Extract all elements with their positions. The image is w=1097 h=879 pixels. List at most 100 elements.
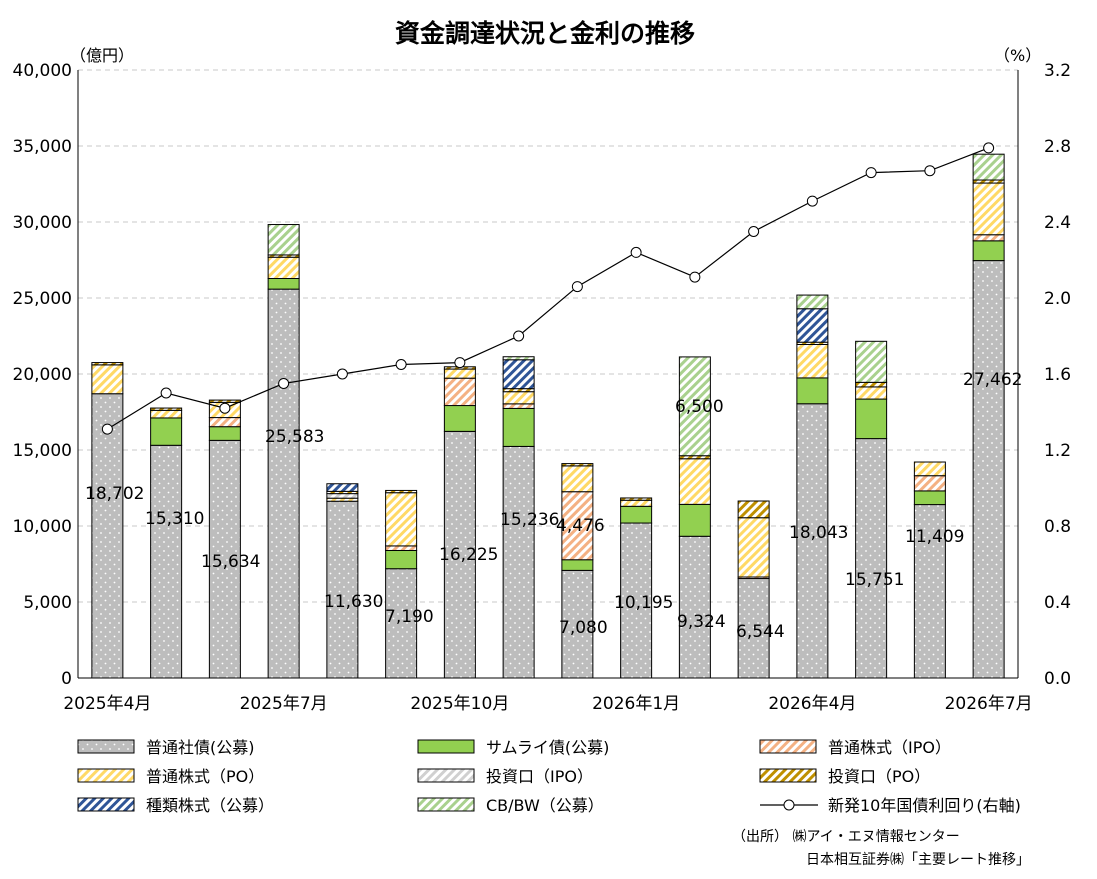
bar-segment <box>208 417 241 428</box>
bar-segment <box>678 458 711 505</box>
legend-label: 投資口（PO） <box>828 767 930 786</box>
legend-marker-swatch <box>783 799 795 811</box>
chart-title: 資金調達状況と金利の推移 <box>395 19 695 48</box>
bar-segment <box>502 445 535 679</box>
yield-line <box>101 142 995 435</box>
x-tick-label: 2026年7月 <box>945 694 1033 714</box>
yield-point <box>160 387 172 399</box>
legend-label: 普通株式（PO） <box>146 767 264 786</box>
right-tick-label: 2.4 <box>1044 213 1071 233</box>
bar-segment <box>502 391 535 405</box>
yield-point <box>748 226 760 237</box>
bar-segment <box>737 517 770 578</box>
axes: 資金調達状況と金利の推移 （億円） （%） 0 5,000 10,000 15,000… <box>13 19 1072 714</box>
x-tick-label: 2025年7月 <box>240 694 328 714</box>
left-tick-label: 35,000 <box>13 137 72 157</box>
bar-segment <box>678 503 711 537</box>
bar-segment <box>326 500 359 679</box>
right-tick-label: 0.8 <box>1044 517 1071 537</box>
bar-segment <box>561 465 594 493</box>
bar-segment <box>208 426 241 441</box>
bar-segment <box>913 475 946 492</box>
yield-point <box>395 359 407 370</box>
legend-swatch <box>417 797 475 812</box>
legend-swatch <box>77 768 135 783</box>
yield-point <box>219 402 231 414</box>
right-tick-label: 1.2 <box>1044 441 1071 461</box>
left-tick-label: 20,000 <box>13 365 72 385</box>
yield-point <box>101 423 113 435</box>
bar-segment <box>91 364 124 395</box>
right-tick-label: 2.0 <box>1044 289 1071 309</box>
left-tick-label: 10,000 <box>13 517 72 537</box>
bar-segment <box>620 497 653 501</box>
bar-segment <box>267 288 300 679</box>
bar-segment <box>385 489 418 494</box>
left-tick-label: 15,000 <box>13 441 72 461</box>
value-label: 15,236 <box>500 510 559 530</box>
right-axis-unit: （%） <box>994 46 1041 65</box>
bar-segment <box>150 409 183 419</box>
bar-segment <box>561 463 594 467</box>
value-label: 6,500 <box>675 397 724 417</box>
right-tick-label: 0.4 <box>1044 593 1071 613</box>
bar-segment <box>150 417 183 446</box>
right-tick-label: 1.6 <box>1044 365 1071 385</box>
legend-swatch <box>759 739 817 754</box>
bar-segment <box>150 407 183 411</box>
value-label: 25,583 <box>265 427 324 447</box>
left-tick-label: 40,000 <box>13 61 72 81</box>
value-label: 7,190 <box>385 607 434 627</box>
bar-segment <box>91 362 124 366</box>
value-label: 15,751 <box>845 570 904 590</box>
value-label: 16,225 <box>439 545 498 565</box>
bar-segment <box>502 359 535 390</box>
yield-point <box>924 165 936 177</box>
left-tick-label: 5,000 <box>23 593 72 613</box>
bar-segment <box>913 504 946 679</box>
bar-segment <box>796 403 829 679</box>
right-tick-label: 3.2 <box>1044 61 1071 81</box>
source-line-2: 日本相互証券㈱「主要レート推移」 <box>806 852 1030 868</box>
legend-label: 普通社債(公募) <box>146 738 255 757</box>
right-tick-label: 2.8 <box>1044 137 1071 157</box>
value-label: 15,634 <box>201 552 260 572</box>
bar-segment <box>443 368 476 379</box>
value-label: 4,476 <box>556 516 605 536</box>
bar-segment <box>972 260 1005 679</box>
legend-label: 種類株式（公募） <box>146 796 274 815</box>
bar-segment <box>267 277 300 290</box>
left-axis-unit: （億円） <box>70 46 134 65</box>
bar-segment <box>91 393 124 679</box>
bar-segment <box>208 399 241 403</box>
value-label: 27,462 <box>963 370 1022 390</box>
left-tick-label: 30,000 <box>13 213 72 233</box>
legend-swatch <box>77 797 135 812</box>
bar-segment <box>855 438 888 679</box>
bar-segment <box>855 386 888 400</box>
bar-segment <box>561 491 594 561</box>
legend-swatch <box>417 739 475 754</box>
bar-segment <box>267 256 300 279</box>
value-label: 18,043 <box>789 523 848 543</box>
bar-segment <box>855 381 888 388</box>
bar-segment <box>502 407 535 447</box>
value-label: 11,630 <box>324 592 383 612</box>
bar-segment <box>385 492 418 547</box>
left-tick-label: 25,000 <box>13 289 72 309</box>
x-tick-label: 2026年1月 <box>592 694 680 714</box>
value-label: 15,310 <box>145 509 204 529</box>
bar-segment <box>561 559 594 571</box>
right-tick-label: 0.0 <box>1044 669 1071 689</box>
legend-swatch <box>77 739 135 754</box>
legend-label: サムライ債(公募) <box>486 738 609 757</box>
bar-segment <box>855 340 888 383</box>
bar-segment <box>796 294 829 310</box>
left-tick-label: 0 <box>61 669 72 689</box>
bar-segment <box>267 224 300 256</box>
yield-point <box>513 330 525 342</box>
bar-segment <box>972 240 1005 262</box>
x-tick-label: 2025年4月 <box>63 694 151 714</box>
